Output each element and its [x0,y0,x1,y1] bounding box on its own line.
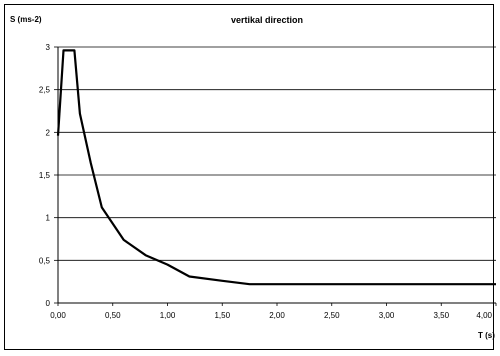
series-layer [56,49,496,286]
chart-frame [4,4,494,350]
x-tick-label: 0,00 [50,311,66,320]
chart-title: vertikal direction [231,15,303,25]
gridlines [58,46,496,261]
x-tick-label: 1,00 [160,311,176,320]
y-tick-label: 0 [46,299,51,308]
x-tick-label: 2,00 [269,311,285,320]
axes [54,46,497,306]
x-axis-label: T (s) [478,331,495,340]
x-tick-label: 1,50 [214,311,230,320]
x-tick-label: 3,50 [433,311,449,320]
x-tick-label: 4,00 [476,311,492,320]
x-tick-labels: 0,00 0,50 1,00 1,50 2,00 2,50 3,00 3,50 4,00 [50,311,492,320]
x-tick-label: 3,00 [379,311,395,320]
y-tick-label: 2 [46,128,51,137]
y-tick-label: 1 [46,214,51,223]
y-tick-labels: 0 0,5 1 1,5 2 2,5 3 [39,43,51,308]
y-tick-label: 3 [46,43,51,52]
series-line [56,49,496,286]
x-tick-label: 0,50 [105,311,121,320]
y-tick-label: 2,5 [39,86,51,95]
y-tick-label: 0,5 [39,256,51,265]
y-axis-label: S (ms-2) [10,15,42,24]
x-tick-label: 2,50 [324,311,340,320]
y-tick-label: 1,5 [39,171,51,180]
